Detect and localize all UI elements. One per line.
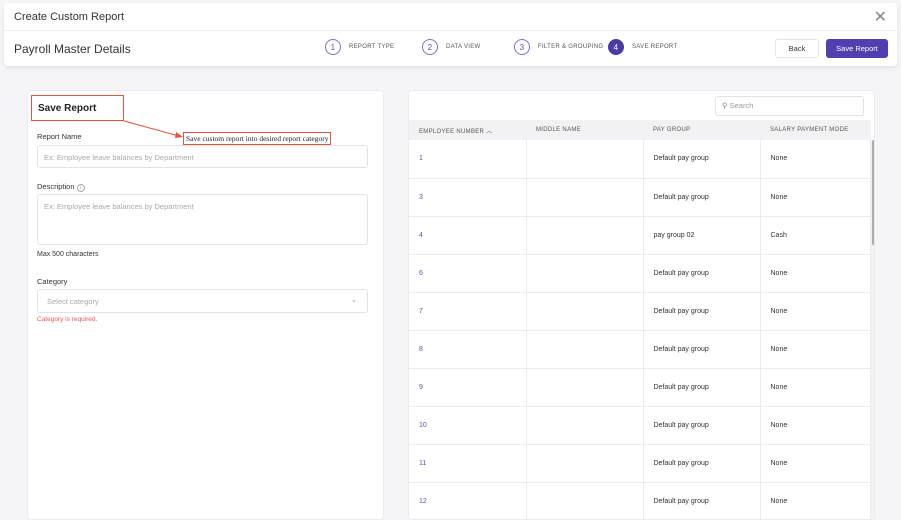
step-number: 2 <box>422 39 438 55</box>
data-table: EMPLOYEE NUMBER ︿ MIDDLE NAME PAY GROUP SAL… <box>409 120 871 519</box>
table-cell: None <box>760 444 871 483</box>
table-row[interactable]: 11 Default pay group None <box>409 444 871 483</box>
column-header[interactable]: PAY GROUP <box>643 120 760 140</box>
table-cell: Default pay group <box>643 178 761 217</box>
table-cell <box>526 368 644 407</box>
table-cell: Default pay group <box>643 292 761 331</box>
info-icon[interactable]: i <box>76 184 85 192</box>
table-row[interactable]: 10 Default pay group None <box>409 406 871 445</box>
category-label: Category <box>37 277 68 286</box>
table-cell: Default pay group <box>643 482 761 519</box>
table-cell: None <box>760 368 871 407</box>
save-report-form: Save Report Save custom report into desi… <box>27 90 384 520</box>
step-label: FILTER & GROUPING <box>538 44 604 50</box>
table-cell: pay group 02 <box>643 216 761 255</box>
table-cell <box>526 254 644 293</box>
report-preview: ⚲ Search EMPLOYEE NUMBER ︿ MIDDLE NAME PAY… <box>408 90 875 520</box>
annotation-note: Save custom report into desired report c… <box>183 132 332 145</box>
table-row[interactable]: 12 Default pay group None <box>409 482 871 519</box>
step-number: 4 <box>608 39 624 55</box>
table-cell: None <box>760 330 871 369</box>
search-icon: ⚲ <box>722 101 728 110</box>
table-cell: Default pay group <box>643 330 761 369</box>
table-cell <box>526 482 644 519</box>
table-cell: None <box>760 140 871 179</box>
table-cell: None <box>760 254 871 293</box>
category-error: Category is required. <box>37 316 98 323</box>
step-label: REPORT TYPE <box>349 44 395 50</box>
annotation-arrow <box>124 120 183 138</box>
search-input[interactable]: ⚲ Search <box>715 96 864 116</box>
table-cell <box>526 216 644 255</box>
table-cell[interactable]: 6 <box>409 254 527 293</box>
step-number: 3 <box>514 39 530 55</box>
table-row[interactable]: 7 Default pay group None <box>409 292 871 331</box>
table-cell: Default pay group <box>643 254 761 293</box>
step-number: 1 <box>325 39 341 55</box>
category-placeholder: Select category <box>47 297 99 306</box>
step-4[interactable]: 4 SAVE REPORT <box>608 39 677 55</box>
table-cell <box>526 406 644 445</box>
description-textarea[interactable]: Ex: Employee leave balances by Departmen… <box>37 194 368 245</box>
max-characters-hint: Max 500 characters <box>37 251 99 258</box>
table-cell: None <box>760 482 871 519</box>
table-cell[interactable]: 7 <box>409 292 527 331</box>
divider <box>4 30 897 31</box>
description-label-text: Description <box>37 182 75 191</box>
table-cell: Default pay group <box>643 140 761 179</box>
scrollbar-thumb[interactable] <box>872 140 874 245</box>
step-2[interactable]: 2 DATA VIEW <box>422 39 480 55</box>
table-row[interactable]: 9 Default pay group None <box>409 368 871 407</box>
table-cell[interactable]: 11 <box>409 444 527 483</box>
table-cell: Default pay group <box>643 444 761 483</box>
report-name-label: Report Name <box>37 132 82 141</box>
sort-ascending-icon[interactable]: ︿ <box>484 128 493 135</box>
chevron-down-icon: ⌄ <box>350 295 357 304</box>
table-cell <box>526 444 644 483</box>
save-report-button[interactable]: Save Report <box>826 39 888 58</box>
table-cell <box>526 178 644 217</box>
table-cell: Cash <box>760 216 871 255</box>
table-cell[interactable]: 3 <box>409 178 527 217</box>
step-3[interactable]: 3 FILTER & GROUPING <box>514 39 603 55</box>
table-row[interactable]: 4 pay group 02 Cash <box>409 216 871 255</box>
column-header[interactable]: SALARY PAYMENT MODE <box>760 120 871 140</box>
step-1[interactable]: 1 REPORT TYPE <box>325 39 394 55</box>
column-header[interactable]: MIDDLE NAME <box>526 120 643 140</box>
table-cell[interactable]: 9 <box>409 368 527 407</box>
table-cell: Default pay group <box>643 406 761 445</box>
table-cell[interactable]: 8 <box>409 330 527 369</box>
page-title: Payroll Master Details <box>14 42 131 56</box>
table-cell <box>526 292 644 331</box>
category-select[interactable]: Select category ⌄ <box>37 289 368 313</box>
table-cell: None <box>760 178 871 217</box>
step-label: SAVE REPORT <box>632 44 678 50</box>
table-cell: Default pay group <box>643 368 761 407</box>
description-label: Description i <box>37 182 85 192</box>
table-row[interactable]: 3 Default pay group None <box>409 178 871 217</box>
search-placeholder: Search <box>729 101 754 110</box>
table-row[interactable]: 6 Default pay group None <box>409 254 871 293</box>
table-row[interactable]: 8 Default pay group None <box>409 330 871 369</box>
table-cell[interactable]: 10 <box>409 406 527 445</box>
table-cell: None <box>760 292 871 331</box>
table-cell[interactable]: 12 <box>409 482 527 519</box>
table-row[interactable]: 1 Default pay group None <box>409 140 871 179</box>
table-cell <box>526 330 644 369</box>
table-cell <box>526 140 644 179</box>
close-icon[interactable]: ✕ <box>873 9 887 26</box>
column-header[interactable]: EMPLOYEE NUMBER ︿ <box>409 120 526 140</box>
report-name-input[interactable]: Ex: Employee leave balances by Departmen… <box>37 145 368 168</box>
table-cell: None <box>760 406 871 445</box>
dialog-title: Create Custom Report <box>14 11 125 23</box>
back-button[interactable]: Back <box>775 39 819 58</box>
header: Create Custom Report ✕ Payroll Master De… <box>4 3 897 66</box>
form-heading: Save Report <box>31 95 124 121</box>
scrollbar[interactable] <box>871 140 874 519</box>
step-label: DATA VIEW <box>446 44 481 50</box>
table-cell[interactable]: 4 <box>409 216 527 255</box>
table-cell[interactable]: 1 <box>409 140 527 179</box>
